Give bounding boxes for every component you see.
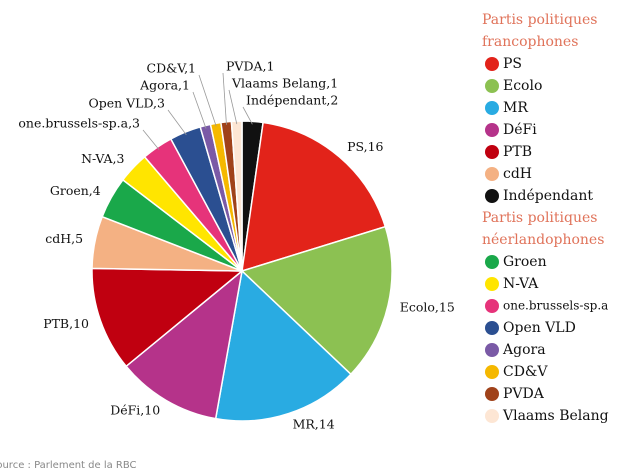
legend-marker — [485, 321, 499, 335]
legend-entry: Ecolo — [503, 78, 542, 94]
legend-entry: Indépendant — [503, 188, 593, 204]
legend-entry: Agora — [502, 342, 546, 358]
pie-slice — [214, 269, 352, 422]
pie-slice — [91, 267, 245, 368]
pie-slice — [230, 120, 243, 272]
legend-title: néerlandophones — [482, 232, 604, 248]
legend-entry: Vlaams Belang — [502, 408, 609, 424]
data-label: Groen,4 — [50, 183, 101, 198]
legend-marker — [485, 409, 499, 423]
legend-marker — [485, 123, 499, 137]
legend-marker — [485, 343, 499, 357]
legend-title: francophones — [482, 34, 578, 50]
pie-slice — [125, 269, 244, 420]
source: Source : Parlement de la RBC — [0, 460, 137, 471]
legend-entry: N-VA — [503, 276, 539, 292]
data-label: Open VLD,3 — [88, 96, 165, 111]
legend-marker — [485, 365, 499, 379]
data-label: N-VA,3 — [81, 151, 124, 166]
legend-entry: Groen — [503, 254, 547, 270]
legend-entry: MR — [503, 100, 528, 116]
legend-marker — [485, 387, 499, 401]
legend-marker — [485, 277, 499, 291]
data-label: Vlaams Belang,1 — [231, 76, 338, 91]
leader-line — [222, 72, 227, 125]
legend-entry: cdH — [503, 166, 532, 182]
leader-line — [167, 109, 187, 136]
legend-entry: Open VLD — [503, 320, 576, 336]
legend-marker — [485, 189, 499, 203]
data-label: one.brussels-sp.a,3 — [18, 116, 140, 131]
legend-entry: PS — [503, 56, 522, 72]
data-label: MR,14 — [293, 416, 335, 431]
legend-entry: PTB — [503, 144, 532, 160]
leader-line — [198, 74, 217, 127]
legend-marker — [485, 57, 499, 71]
data-label: Agora,1 — [139, 78, 190, 93]
data-label: PTB,10 — [43, 316, 89, 331]
legend-marker — [485, 145, 499, 159]
legend-entry: DéFi — [503, 122, 537, 138]
pie-slice — [240, 225, 393, 376]
leader-line — [228, 89, 238, 125]
legend-marker — [485, 101, 499, 115]
pie-slice — [241, 121, 387, 273]
leader-line — [142, 129, 160, 150]
data-label: cdH,5 — [45, 231, 83, 246]
legend-marker — [485, 167, 499, 181]
legend-title: Partis politiques — [482, 12, 597, 28]
data-label: PVDA,1 — [226, 59, 274, 74]
leader-line — [192, 91, 207, 129]
data-label: Indépendant,2 — [246, 93, 338, 108]
data-label: Ecolo,15 — [400, 299, 455, 314]
legend-entry: CD&V — [503, 364, 548, 380]
data-label: CD&V,1 — [147, 61, 196, 76]
leader-line — [242, 106, 253, 125]
legend-marker — [485, 79, 499, 93]
data-label: DéFi,10 — [110, 402, 160, 417]
legend-entry: one.brussels-sp.a — [503, 299, 608, 313]
data-label: PS,16 — [347, 139, 383, 154]
legend-marker — [485, 299, 499, 313]
legend-title: Partis politiques — [482, 210, 597, 226]
legend-marker — [485, 255, 499, 269]
legend-entry: PVDA — [503, 386, 545, 402]
